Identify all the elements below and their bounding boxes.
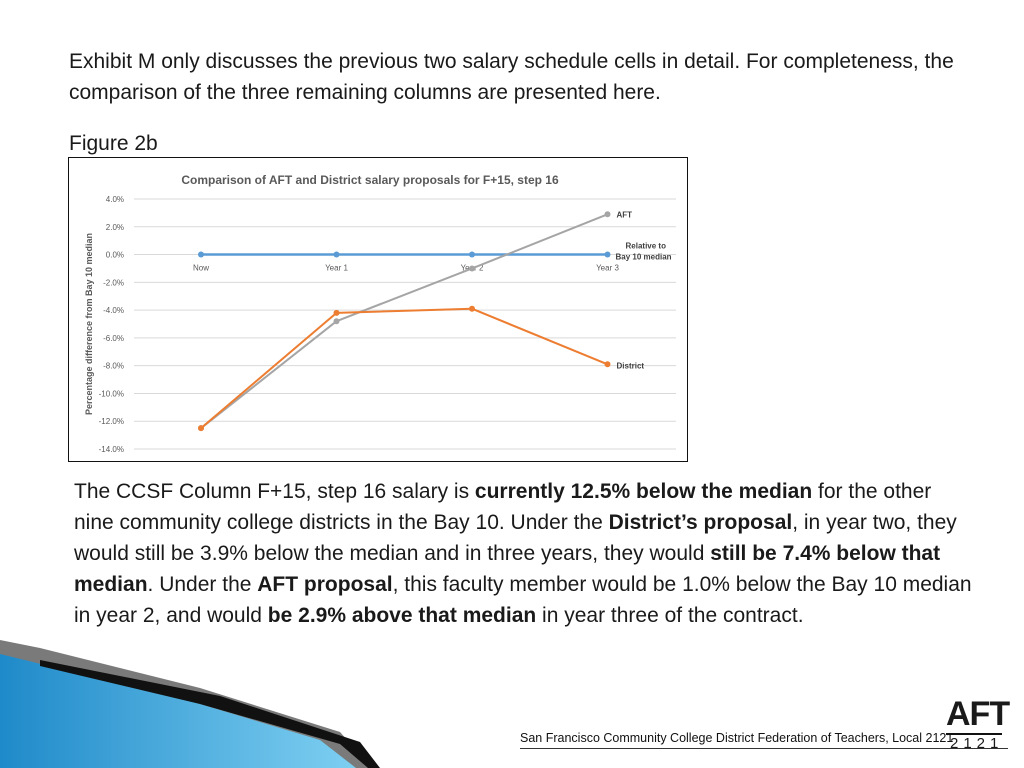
data-point: [469, 265, 475, 272]
body-emphasis: currently 12.5% below the median: [474, 480, 813, 503]
body-text-segment: for the other nine community college dis…: [74, 480, 932, 534]
series-label: Bay 10 median: [616, 253, 672, 262]
y-tick-label: -2.0%: [103, 278, 124, 287]
body-emphasis: District’s proposal: [608, 511, 793, 534]
footer-text: San Francisco Community College District…: [520, 731, 954, 745]
data-point: [333, 251, 340, 258]
data-point: [333, 309, 340, 316]
series-line-district: [200, 307, 608, 429]
decorative-swoosh: [0, 640, 380, 768]
series-line-aft: [200, 213, 608, 429]
x-tick-label: Year 3: [596, 264, 619, 273]
data-point: [198, 425, 204, 432]
logo-title: AFT: [946, 695, 1010, 733]
y-tick-label: -8.0%: [103, 362, 124, 371]
data-point: [469, 251, 475, 258]
y-axis-label: Percentage difference from Bay 10 median: [84, 233, 94, 415]
data-point: [604, 211, 611, 218]
chart-title: Comparison of AFT and District salary pr…: [181, 173, 559, 187]
logo-number: 2121: [946, 733, 1002, 753]
figure-label: Figure 2b: [69, 132, 158, 155]
y-tick-label: -14.0%: [99, 445, 124, 454]
series-label: Relative to: [626, 242, 667, 251]
y-tick-label: -4.0%: [103, 306, 124, 315]
data-point: [333, 318, 340, 325]
body-emphasis: still be 7.4% below that median: [74, 542, 941, 596]
y-tick-label: 4.0%: [106, 195, 124, 204]
series-label: AFT: [617, 210, 633, 219]
body-text-segment: , this faculty member would be 1.0% belo…: [74, 573, 972, 627]
body-text-segment: in year three of the contract.: [536, 604, 804, 627]
footer-rule: [520, 748, 1008, 749]
body-text-segment: , in year two, they would still be 3.9% …: [74, 511, 957, 565]
y-tick-label: -6.0%: [103, 334, 124, 343]
series-label: District: [617, 361, 645, 370]
data-point: [469, 305, 475, 312]
y-tick-label: -10.0%: [99, 389, 124, 398]
intro-paragraph: Exhibit M only discusses the previous tw…: [69, 50, 954, 104]
y-tick-label: 0.0%: [106, 251, 124, 260]
body-emphasis: be 2.9% above that median: [267, 604, 537, 627]
x-tick-label: Year 1: [325, 264, 348, 273]
body-text-segment: The CCSF Column F+15, step 16 salary is: [74, 480, 475, 503]
chart-container: Comparison of AFT and District salary pr…: [68, 157, 688, 462]
aft-logo: AFT 2121: [946, 695, 1010, 753]
y-tick-label: -12.0%: [99, 417, 124, 426]
x-tick-label: Now: [193, 264, 209, 273]
body-paragraph: The CCSF Column F+15, step 16 salary is …: [74, 476, 974, 631]
y-tick-label: 2.0%: [106, 223, 124, 232]
data-point: [198, 251, 204, 258]
body-text-segment: . Under the: [147, 573, 258, 596]
body-emphasis: AFT proposal: [257, 573, 393, 596]
data-point: [604, 361, 611, 368]
line-chart: Comparison of AFT and District salary pr…: [84, 173, 676, 454]
data-point: [604, 251, 611, 258]
